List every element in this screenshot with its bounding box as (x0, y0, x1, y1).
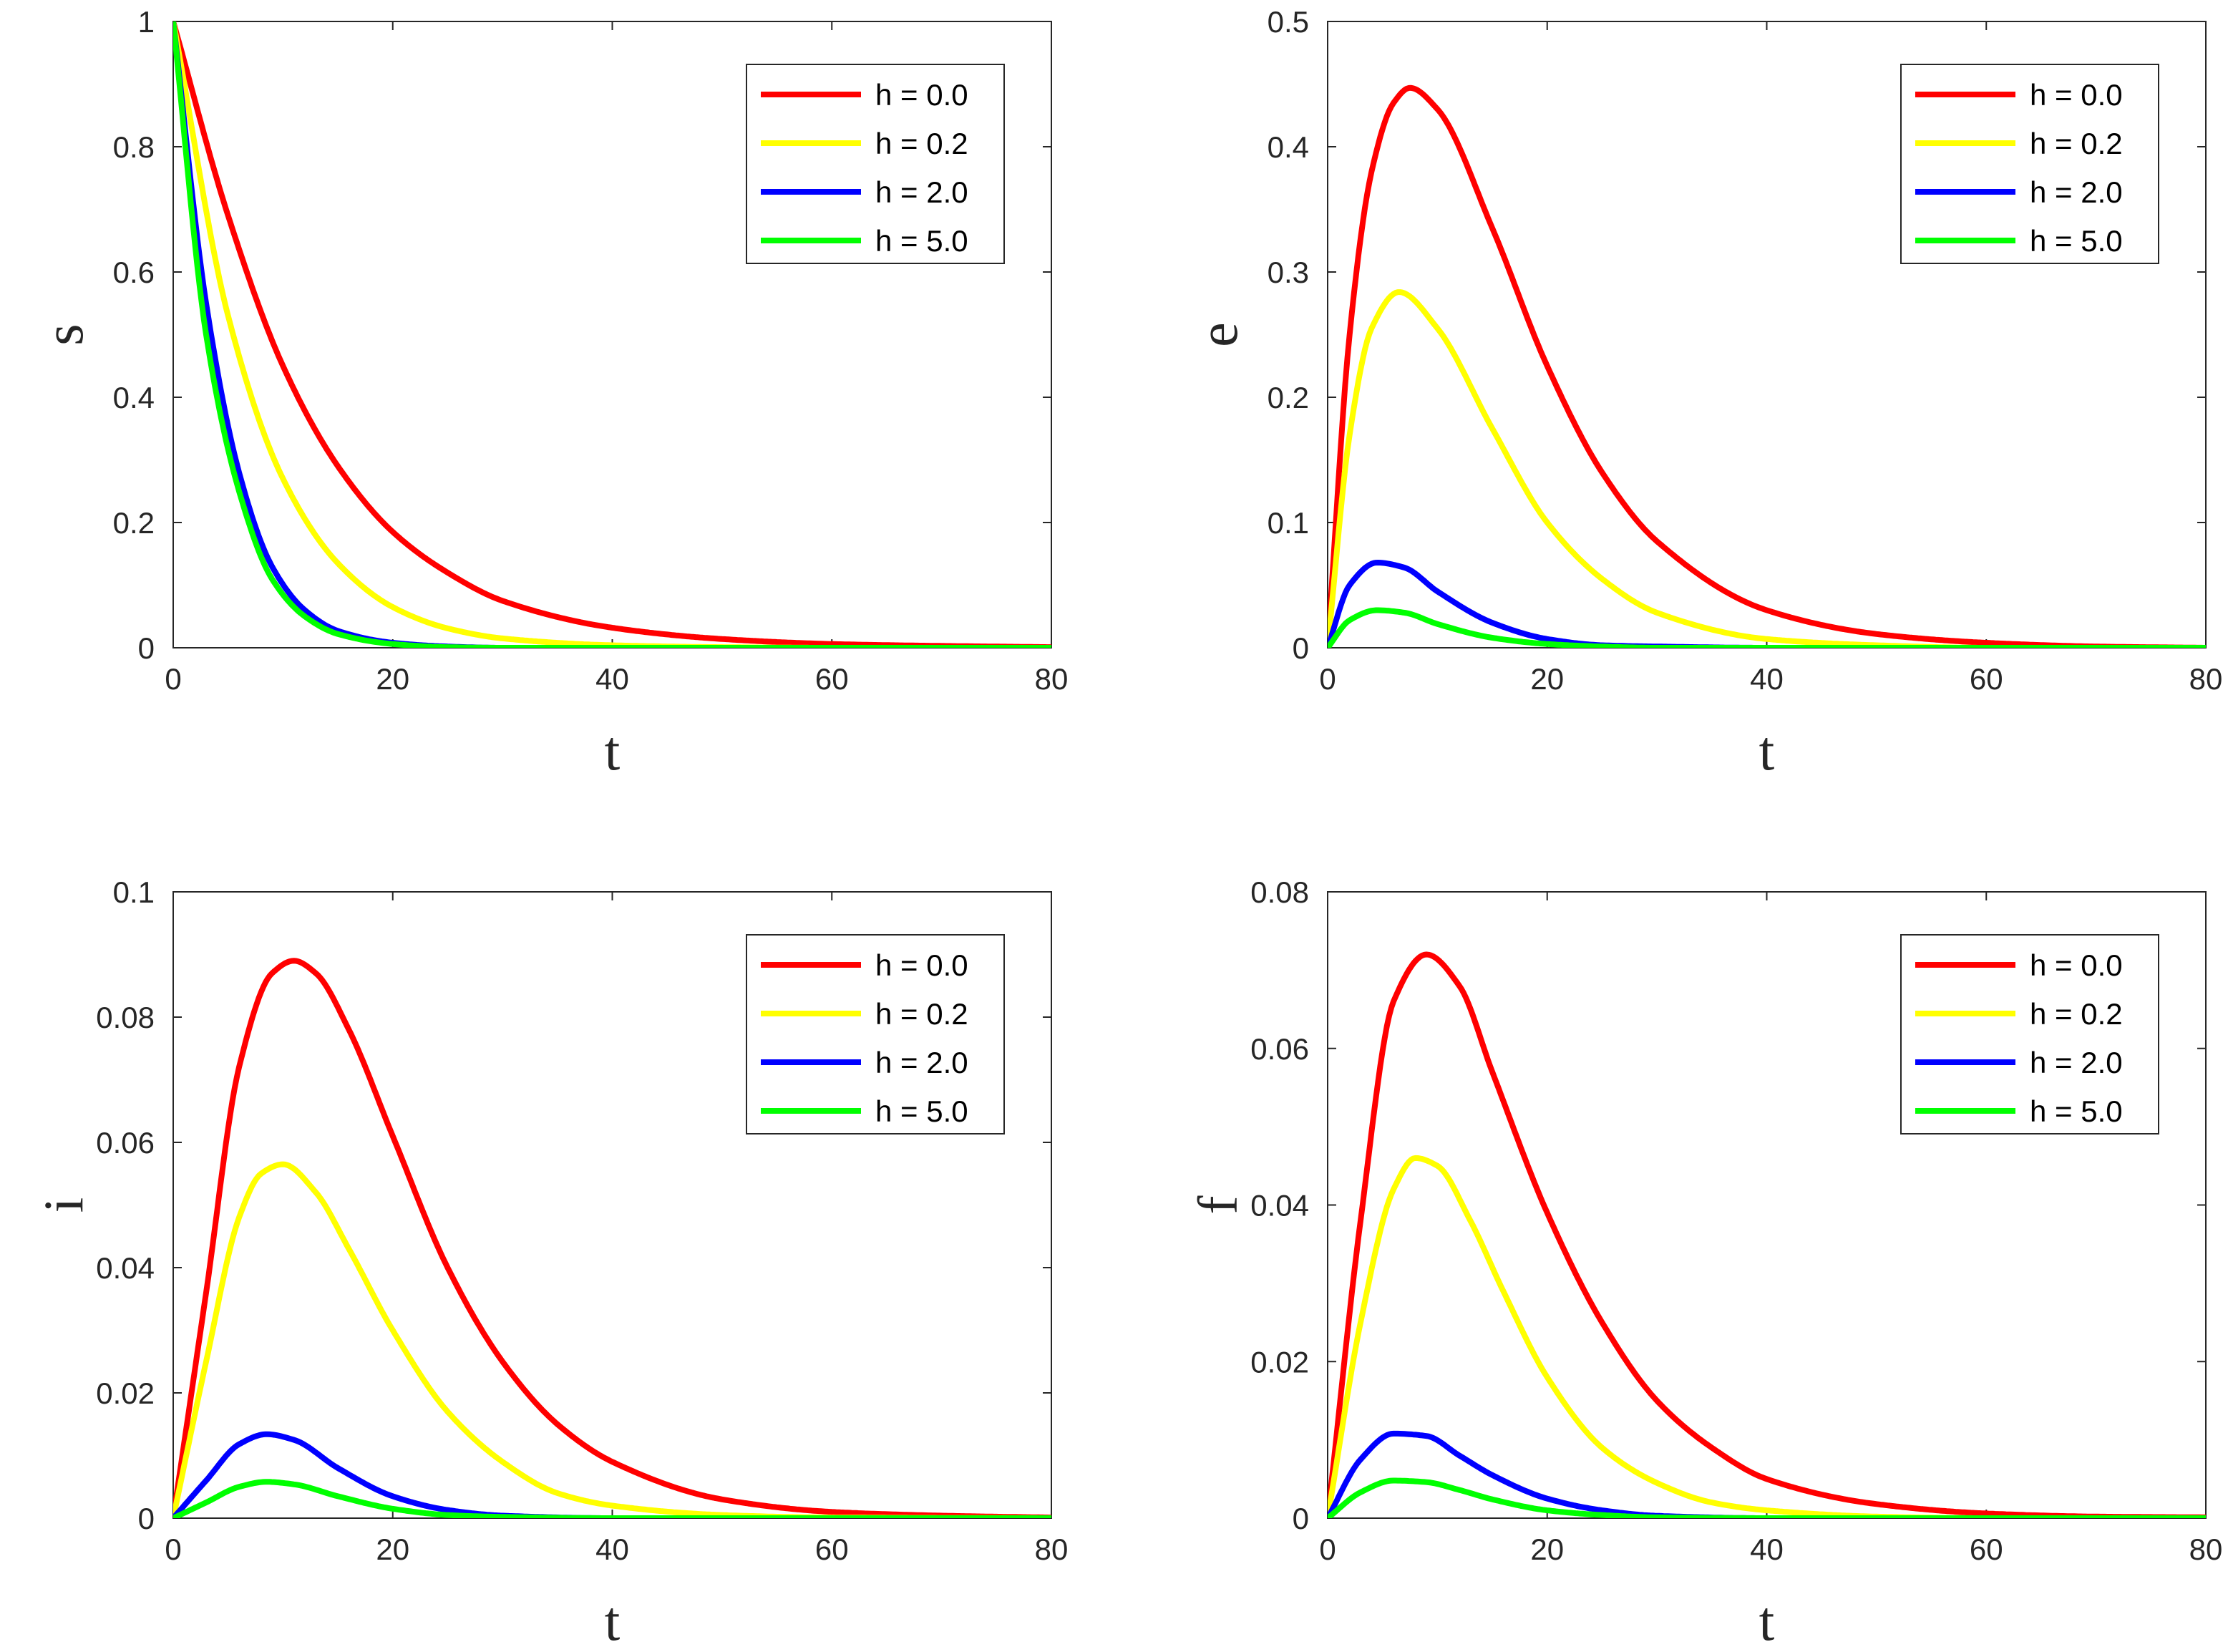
legend-label: h = 0.0 (875, 948, 968, 982)
series-line-3 (173, 1479, 1051, 1518)
series-line-2 (1328, 560, 2206, 648)
y-axis-label: s (32, 324, 94, 345)
legend-label: h = 0.2 (2030, 997, 2123, 1031)
y-axis-label: f (1187, 1195, 1249, 1214)
y-tick-label: 1 (138, 5, 155, 39)
x-axis-label: t (1759, 719, 1775, 782)
x-tick-label: 40 (1750, 662, 1784, 696)
series-line-1 (1328, 1155, 2206, 1518)
series-line-3 (1328, 607, 2206, 648)
legend-label: h = 0.2 (875, 127, 968, 160)
x-tick-label: 60 (815, 662, 849, 696)
x-tick-label: 0 (1319, 1532, 1336, 1566)
x-tick-label: 40 (595, 1532, 629, 1566)
chart-panel-i: 0 20 40 60 80 0 0.02 0.04 0.06 0.08 0.1 t i h = 0.0 h … (32, 875, 1068, 1652)
y-tick-label: 0.4 (113, 381, 155, 414)
y-tick-label: 0 (138, 1502, 155, 1535)
y-tick-label: 0.2 (113, 506, 155, 540)
y-tick-label: 0.06 (1250, 1032, 1309, 1066)
series-line-1 (1328, 289, 2206, 648)
y-axis-label: e (1187, 322, 1249, 347)
x-tick-label: 20 (1530, 662, 1564, 696)
legend-label: h = 5.0 (875, 1094, 968, 1128)
y-tick-label: 0.4 (1268, 130, 1309, 164)
y-tick-label: 0.02 (1250, 1345, 1309, 1379)
x-tick-label: 0 (165, 662, 181, 696)
x-tick-label: 80 (1035, 662, 1069, 696)
legend-label: h = 0.0 (875, 78, 968, 112)
y-axis-label: i (32, 1197, 94, 1213)
y-tick-label: 0.04 (1250, 1189, 1309, 1223)
x-axis-label: t (605, 719, 621, 782)
legend-label: h = 5.0 (2030, 224, 2123, 258)
x-tick-label: 0 (165, 1532, 181, 1566)
legend-label: h = 2.0 (875, 1046, 968, 1079)
legend-label: h = 0.0 (2030, 948, 2123, 982)
x-tick-label: 60 (1970, 662, 2003, 696)
legend-label: h = 5.0 (2030, 1094, 2123, 1128)
series-line-2 (173, 1431, 1051, 1518)
chart-panel-e: 0 20 40 60 80 0 0.1 0.2 0.3 0.4 0.5 t e h = 0.0 h = 0.… (1187, 5, 2222, 782)
x-tick-label: 20 (376, 662, 409, 696)
legend-label: h = 2.0 (875, 175, 968, 209)
legend-label: h = 5.0 (875, 224, 968, 258)
y-tick-label: 0.02 (96, 1376, 155, 1410)
legend-label: h = 0.2 (2030, 127, 2123, 160)
series-line-0 (173, 958, 1051, 1518)
x-axis-label: t (605, 1590, 621, 1652)
x-tick-label: 40 (595, 662, 629, 696)
y-tick-label: 0.1 (113, 875, 155, 909)
series-line-2 (173, 21, 1051, 648)
legend-box (746, 934, 1005, 1134)
legend-box (1900, 934, 2159, 1134)
x-tick-label: 20 (1530, 1532, 1564, 1566)
y-tick-label: 0.6 (113, 256, 155, 289)
y-tick-label: 0.3 (1268, 256, 1309, 289)
x-tick-label: 60 (1970, 1532, 2003, 1566)
x-tick-label: 80 (2189, 662, 2223, 696)
chart-panel-s: 0 20 40 60 80 0 0.2 0.4 0.6 0.8 1 t s h = 0.0 h = 0.2 h… (32, 5, 1068, 782)
legend-box (1900, 64, 2159, 264)
x-tick-label: 60 (815, 1532, 849, 1566)
legend-label: h = 2.0 (2030, 175, 2123, 209)
y-tick-label: 0 (138, 631, 155, 665)
x-tick-label: 20 (376, 1532, 409, 1566)
y-tick-label: 0.5 (1268, 5, 1309, 39)
legend-box (746, 64, 1005, 264)
series-line-2 (1328, 1430, 2206, 1518)
y-tick-label: 0.04 (96, 1251, 155, 1285)
y-tick-label: 0.1 (1268, 506, 1309, 540)
x-tick-label: 80 (1035, 1532, 1069, 1566)
y-tick-label: 0.08 (1250, 875, 1309, 909)
y-tick-label: 0.08 (96, 1001, 155, 1034)
series-line-3 (173, 21, 1051, 648)
legend-label: h = 0.0 (2030, 78, 2123, 112)
y-tick-label: 0.2 (1268, 381, 1309, 414)
x-tick-label: 80 (2189, 1532, 2223, 1566)
x-axis-label: t (1759, 1590, 1775, 1652)
legend-label: h = 0.2 (875, 997, 968, 1031)
series-line-3 (1328, 1477, 2206, 1518)
legend-label: h = 2.0 (2030, 1046, 2123, 1079)
x-tick-label: 40 (1750, 1532, 1784, 1566)
y-tick-label: 0.8 (113, 130, 155, 164)
y-tick-label: 0 (1293, 1502, 1309, 1535)
y-tick-label: 0 (1293, 631, 1309, 665)
x-tick-label: 0 (1319, 662, 1336, 696)
y-tick-label: 0.06 (96, 1126, 155, 1160)
chart-panel-f: 0 20 40 60 80 0 0.02 0.04 0.06 0.08 t f h = 0.0 h = 0… (1187, 875, 2222, 1652)
